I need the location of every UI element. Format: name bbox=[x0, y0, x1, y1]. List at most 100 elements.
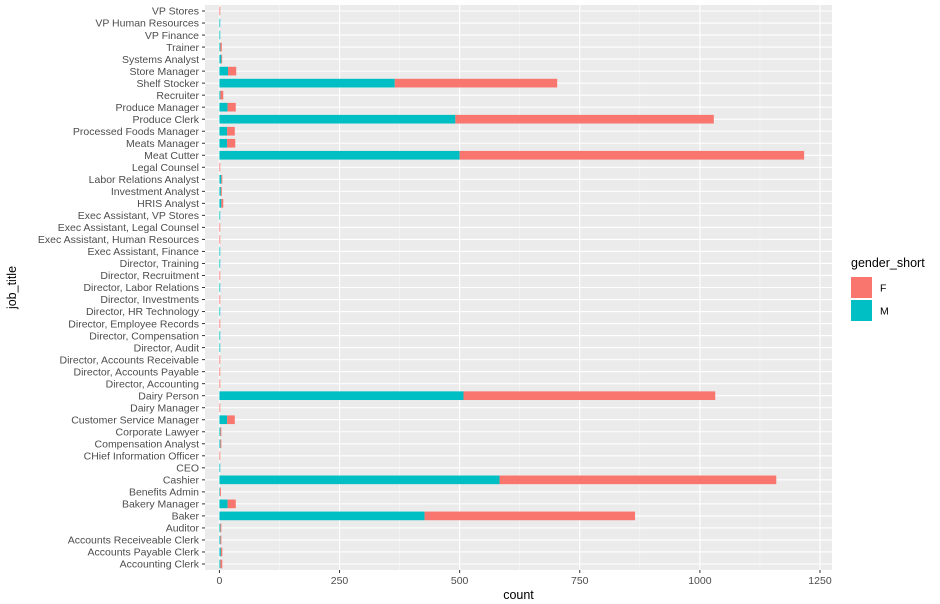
bar-m-investment-analyst bbox=[219, 187, 221, 196]
bar-f-director-recruitment bbox=[219, 271, 221, 280]
bar-f-cashier bbox=[499, 475, 777, 485]
y-tick-label-recruiter: Recruiter bbox=[156, 90, 199, 102]
y-tick-label-baker: Baker bbox=[172, 511, 200, 523]
bar-f-chief-information-officer bbox=[219, 451, 221, 461]
bar-m-ceo bbox=[219, 463, 221, 473]
y-tick-label-legal-counsel: Legal Counsel bbox=[132, 162, 199, 174]
bar-m-accounts-payable-clerk bbox=[219, 547, 221, 557]
y-tick-label-director-labor-relations: Director, Labor Relations bbox=[83, 282, 199, 294]
bar-f-director-accounting bbox=[219, 379, 221, 388]
bar-f-director-accounts-payable bbox=[219, 367, 221, 376]
y-tick-label-director-investments: Director, Investments bbox=[100, 294, 199, 306]
y-tick-label-director-audit: Director, Audit bbox=[134, 342, 199, 354]
y-tick-label-meats-manager: Meats Manager bbox=[126, 138, 199, 150]
legend-label-f: F bbox=[880, 283, 886, 295]
bar-f-accounts-receiveable-clerk bbox=[220, 535, 222, 545]
y-tick-label-investment-analyst: Investment Analyst bbox=[111, 186, 199, 198]
bar-m-produce-clerk bbox=[219, 114, 456, 124]
y-tick-label-director-accounts-receivable: Director, Accounts Receivable bbox=[60, 354, 200, 366]
y-tick-label-accounts-receiveable-clerk: Accounts Receiveable Clerk bbox=[68, 535, 200, 547]
y-tick-label-cashier: Cashier bbox=[163, 475, 200, 487]
bar-f-corporate-lawyer bbox=[220, 427, 222, 437]
x-tick-label-1000: 1000 bbox=[688, 575, 712, 587]
y-tick-label-auditor: Auditor bbox=[166, 523, 200, 535]
bar-f-store-manager bbox=[228, 66, 237, 76]
y-tick-label-labor-relations-analyst: Labor Relations Analyst bbox=[89, 174, 199, 186]
bar-f-exec-assistant-human-resources bbox=[219, 235, 221, 244]
y-tick-label-hris-analyst: HRIS Analyst bbox=[137, 198, 199, 210]
bar-f-bakery-manager bbox=[227, 499, 236, 509]
y-tick-label-exec-assistant-vp-stores: Exec Assistant, VP Stores bbox=[78, 210, 199, 222]
y-tick-label-ceo: CEO bbox=[176, 463, 199, 475]
bar-m-produce-manager bbox=[219, 102, 228, 112]
y-tick-label-exec-assistant-human-resources: Exec Assistant, Human Resources bbox=[38, 234, 199, 246]
bar-f-customer-service-manager bbox=[227, 415, 235, 425]
bar-f-hris-analyst bbox=[221, 199, 224, 208]
bar-m-vp-finance bbox=[219, 30, 221, 40]
legend-key-m bbox=[851, 300, 872, 321]
bar-m-cashier bbox=[219, 475, 500, 485]
bar-m-store-manager bbox=[219, 66, 229, 76]
bar-f-shelf-stocker bbox=[394, 78, 558, 88]
bar-m-director-training bbox=[219, 259, 221, 268]
x-tick-label-0: 0 bbox=[216, 575, 222, 587]
y-tick-label-accounts-payable-clerk: Accounts Payable Clerk bbox=[88, 547, 200, 559]
bar-f-auditor bbox=[220, 523, 222, 533]
y-tick-label-systems-analyst: Systems Analyst bbox=[122, 54, 199, 66]
y-tick-label-store-manager: Store Manager bbox=[130, 66, 200, 78]
y-tick-label-bakery-manager: Bakery Manager bbox=[122, 499, 200, 511]
bar-m-benefits-admin bbox=[219, 487, 221, 497]
y-tick-label-vp-stores: VP Stores bbox=[152, 6, 199, 18]
legend: gender_short FM bbox=[851, 256, 925, 321]
bar-f-systems-analyst bbox=[221, 54, 223, 64]
bar-m-accounts-receiveable-clerk bbox=[219, 535, 221, 545]
y-tick-label-director-training: Director, Training bbox=[120, 258, 200, 270]
bar-m-recruiter bbox=[219, 90, 221, 100]
bar-m-hris-analyst bbox=[219, 199, 222, 208]
y-tick-label-accounting-clerk: Accounting Clerk bbox=[120, 559, 200, 571]
y-tick-label-director-accounts-payable: Director, Accounts Payable bbox=[74, 366, 200, 378]
bar-m-compensation-analyst bbox=[219, 439, 221, 449]
bar-f-meat-cutter bbox=[459, 150, 805, 160]
x-tick-label-250: 250 bbox=[331, 575, 349, 587]
x-tick-label-1250: 1250 bbox=[808, 575, 832, 587]
x-tick-label-500: 500 bbox=[451, 575, 469, 587]
y-tick-label-director-recruitment: Director, Recruitment bbox=[100, 270, 199, 282]
bar-f-trainer bbox=[220, 42, 222, 52]
bar-f-legal-counsel bbox=[219, 162, 221, 172]
bar-f-exec-assistant-legal-counsel bbox=[219, 223, 221, 232]
y-tick-label-director-employee-records: Director, Employee Records bbox=[68, 318, 199, 330]
bar-f-processed-foods-manager bbox=[227, 126, 235, 136]
major-gridlines bbox=[205, 5, 832, 570]
bar-f-produce-clerk bbox=[455, 114, 714, 124]
y-tick-label-director-hr-technology: Director, HR Technology bbox=[86, 306, 200, 318]
bar-m-dairy-person bbox=[219, 391, 464, 401]
legend-key-f bbox=[851, 277, 872, 298]
bar-m-baker bbox=[219, 511, 425, 521]
y-tick-label-director-compensation: Director, Compensation bbox=[89, 330, 199, 342]
y-tick-label-dairy-person: Dairy Person bbox=[138, 390, 199, 402]
bar-f-director-employee-records bbox=[219, 319, 221, 328]
y-tick-label-compensation-analyst: Compensation Analyst bbox=[95, 438, 200, 450]
bar-m-exec-assistant-finance bbox=[219, 247, 221, 256]
bar-m-processed-foods-manager bbox=[219, 126, 228, 136]
y-axis-title: job_title bbox=[5, 266, 19, 310]
bar-f-compensation-analyst bbox=[220, 439, 222, 449]
y-tick-label-dairy-manager: Dairy Manager bbox=[130, 402, 199, 414]
bar-f-benefits-admin bbox=[219, 487, 221, 497]
x-axis-title: count bbox=[503, 588, 534, 602]
y-tick-label-director-accounting: Director, Accounting bbox=[106, 378, 200, 390]
y-tick-label-produce-manager: Produce Manager bbox=[116, 102, 200, 114]
bar-m-accounting-clerk bbox=[219, 559, 221, 569]
y-tick-label-exec-assistant-finance: Exec Assistant, Finance bbox=[88, 246, 200, 258]
y-tick-label-vp-human-resources: VP Human Resources bbox=[95, 18, 199, 30]
legend-label-m: M bbox=[880, 306, 889, 318]
y-tick-label-meat-cutter: Meat Cutter bbox=[144, 150, 199, 162]
y-tick-label-produce-clerk: Produce Clerk bbox=[132, 114, 199, 126]
x-tick-label-750: 750 bbox=[571, 575, 589, 587]
bar-m-labor-relations-analyst bbox=[219, 174, 222, 184]
bar-f-produce-manager bbox=[227, 102, 236, 112]
bar-f-recruiter bbox=[220, 90, 224, 100]
bar-m-director-compensation bbox=[219, 331, 221, 340]
